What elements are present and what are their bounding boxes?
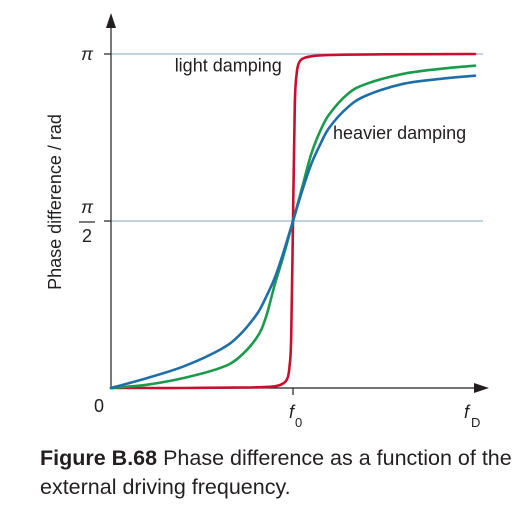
tick-marks — [104, 53, 294, 395]
figure-label: Figure B.68 — [40, 446, 158, 470]
x-tick-label: f — [289, 402, 296, 422]
y-axis-label: Phase difference / rad — [45, 114, 65, 290]
y-tick-label-numerator: π — [81, 197, 94, 217]
series-line-1 — [109, 52, 477, 390]
x-axis-label-subscript: D — [471, 415, 480, 430]
y-tick-label: 0 — [94, 396, 104, 416]
y-tick-label-denominator: 2 — [82, 226, 92, 246]
annotation-2: heavier damping — [333, 123, 466, 143]
x-axis-label: f — [464, 402, 471, 422]
caption-text: Phase difference as a function of the ex… — [40, 446, 512, 499]
x-axis-arrowhead — [474, 383, 489, 393]
series-line-3 — [109, 74, 477, 390]
series-group — [109, 52, 477, 390]
y-tick-label: π — [81, 44, 94, 64]
annotation-1: light damping — [175, 56, 282, 76]
y-axis-arrowhead — [106, 13, 116, 28]
figure-caption: Figure B.68 Phase difference as a functio… — [40, 444, 520, 502]
x-tick-label-subscript: 0 — [295, 415, 302, 430]
